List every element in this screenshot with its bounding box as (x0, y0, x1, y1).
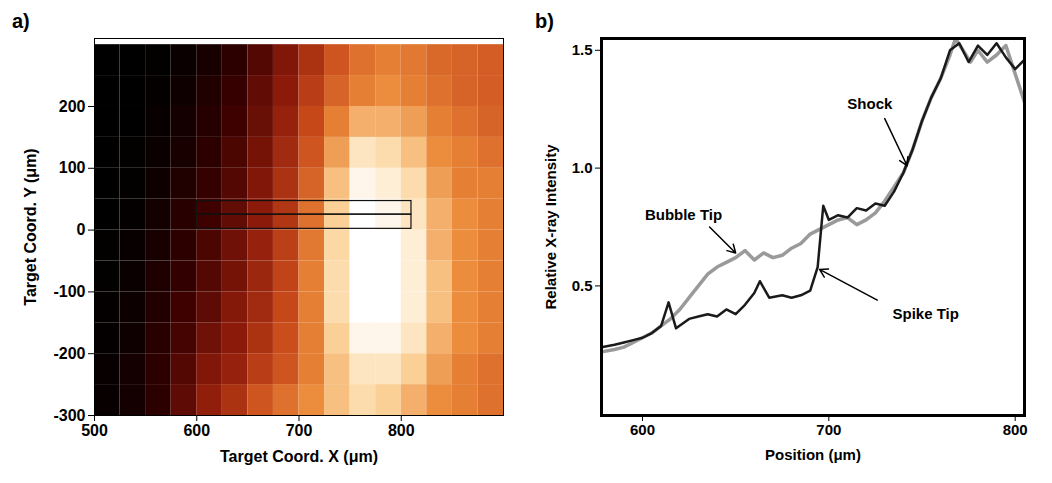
svg-text:0.5: 0.5 (572, 277, 593, 294)
svg-text:800: 800 (1003, 421, 1028, 438)
svg-text:Position (μm): Position (μm) (765, 446, 861, 463)
svg-text:Bubble Tip: Bubble Tip (645, 206, 722, 223)
svg-text:700: 700 (816, 421, 841, 438)
svg-text:200: 200 (59, 98, 86, 115)
svg-text:100: 100 (59, 159, 86, 176)
svg-text:-300: -300 (53, 406, 86, 424)
svg-text:500: 500 (81, 422, 108, 439)
svg-text:Spike Tip: Spike Tip (893, 305, 959, 322)
svg-text:-100: -100 (53, 283, 85, 300)
svg-text:-200: -200 (53, 345, 85, 362)
svg-text:Target Coord. X (μm): Target Coord. X (μm) (220, 448, 378, 465)
svg-text:Target Coord. Y (μm): Target Coord. Y (μm) (22, 148, 39, 305)
html-text:b): b) (535, 10, 554, 32)
svg-text:700: 700 (286, 422, 313, 439)
html-text:a): a) (12, 10, 30, 32)
svg-text:600: 600 (183, 422, 210, 439)
svg-text:Shock: Shock (847, 95, 893, 112)
svg-text:800: 800 (388, 422, 415, 439)
svg-text:1.0: 1.0 (572, 159, 593, 176)
svg-text:Relative X-ray Intensity: Relative X-ray Intensity (542, 144, 559, 310)
svg-text:0: 0 (77, 221, 86, 238)
svg-text:1.5: 1.5 (572, 41, 593, 58)
svg-text:600: 600 (630, 421, 655, 438)
